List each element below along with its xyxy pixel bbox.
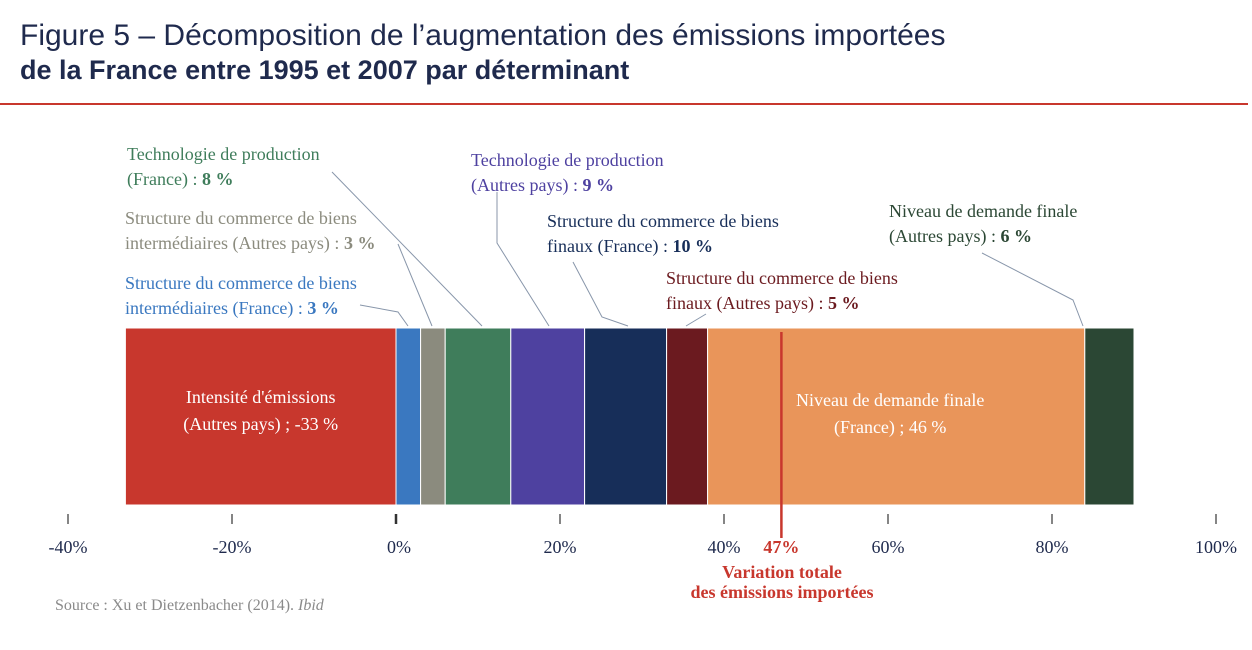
bar-label-demande_fr-line1: Niveau de demande finale: [796, 390, 984, 410]
x-tick-label-100: 100%: [1195, 537, 1237, 557]
bar-label-intensite-line2: (Autres pays) ; -33 %: [183, 414, 338, 435]
bar-techno_fr: [444, 327, 512, 506]
leader-line-struct_interm_fr: [359, 304, 409, 327]
leader-line-techno_fr: [331, 171, 483, 327]
bar-intensite: [124, 327, 397, 506]
leader-line-techno_ap: [496, 192, 550, 327]
total-variation-note: Variation totale des émissions importées: [662, 562, 902, 602]
bar-demande_fr: [707, 327, 1086, 506]
callout-struct_finaux_ap-line1: Structure du commerce de biens: [666, 268, 898, 288]
total-note-line1: Variation totale: [722, 562, 842, 582]
leader-line-struct_finaux_fr: [572, 261, 629, 327]
leader-line-struct_interm_ap: [397, 243, 433, 327]
callout-techno_fr-line2: (France) : 8 %: [127, 169, 233, 190]
source-italic: Ibid: [298, 597, 324, 614]
x-tick-label-0: 0%: [387, 537, 411, 557]
total-marker-label: 47%: [763, 537, 799, 557]
leader-line-demande_ap: [981, 252, 1084, 327]
x-tick-label--40: -40%: [49, 537, 88, 557]
title-divider: [0, 103, 1248, 105]
source-note: Source : Xu et Dietzenbacher (2014). Ibi…: [55, 597, 324, 615]
bar-struct_interm_ap: [420, 327, 446, 506]
callout-techno_ap-line2: (Autres pays) : 9 %: [471, 175, 614, 196]
bar-struct_finaux_ap: [666, 327, 709, 506]
bar-struct_finaux_fr: [584, 327, 668, 506]
callout-demande_ap-line1: Niveau de demande finale: [889, 201, 1077, 221]
callout-struct_finaux_fr-line1: Structure du commerce de biens: [547, 211, 779, 231]
callout-struct_interm_fr-line1: Structure du commerce de biens: [125, 273, 357, 293]
bar-label-intensite-line1: Intensité d'émissions: [186, 387, 336, 407]
bar-demande_ap: [1084, 327, 1135, 506]
total-note-line2: des émissions importées: [690, 582, 874, 602]
bar-techno_ap: [510, 327, 586, 506]
source-text: Source : Xu et Dietzenbacher (2014).: [55, 597, 299, 614]
bar-struct_interm_fr: [395, 327, 422, 506]
callout-struct_interm_ap-line2: intermédiaires (Autres pays) : 3 %: [125, 233, 375, 254]
callout-struct_finaux_ap-line2: finaux (Autres pays) : 5 %: [666, 293, 859, 314]
callout-techno_fr-line1: Technologie de production: [127, 144, 320, 164]
x-tick-label--20: -20%: [213, 537, 252, 557]
callout-struct_interm_ap-line1: Structure du commerce de biens: [125, 208, 357, 228]
x-tick-label-80: 80%: [1036, 537, 1069, 557]
chart-title: Figure 5 – Décomposition de l’augmentati…: [20, 19, 946, 52]
bar-label-demande_fr-line2: (France) ; 46 %: [834, 417, 946, 438]
title-block: Figure 5 – Décomposition de l’augmentati…: [20, 18, 1252, 86]
callout-struct_interm_fr-line2: intermédiaires (France) : 3 %: [125, 298, 339, 319]
x-tick-label-20: 20%: [544, 537, 577, 557]
x-tick-label-60: 60%: [872, 537, 905, 557]
chart-subtitle: de la France entre 1995 et 2007 par déte…: [20, 55, 630, 85]
leader-line-struct_finaux_ap: [685, 313, 707, 327]
callout-struct_finaux_fr-line2: finaux (France) : 10 %: [547, 236, 713, 257]
callout-demande_ap-line2: (Autres pays) : 6 %: [889, 226, 1032, 247]
x-tick-label-40: 40%: [708, 537, 741, 557]
callout-techno_ap-line1: Technologie de production: [471, 150, 664, 170]
